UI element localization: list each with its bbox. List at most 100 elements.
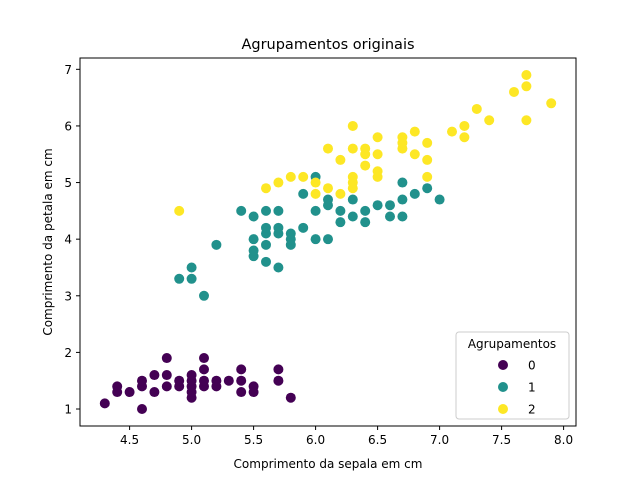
data-point: [335, 217, 346, 228]
data-point: [248, 245, 259, 256]
data-point: [347, 194, 358, 205]
data-point: [422, 137, 433, 148]
data-point: [422, 183, 433, 194]
legend-marker: [498, 404, 508, 414]
data-point: [521, 69, 532, 80]
data-point: [310, 205, 321, 216]
data-point: [459, 132, 470, 143]
y-tick-label: 1: [64, 403, 72, 417]
y-tick-label: 2: [64, 346, 72, 360]
data-point: [484, 115, 495, 126]
data-point: [298, 222, 309, 233]
y-tick-label: 6: [64, 119, 72, 133]
data-point: [372, 166, 383, 177]
data-point: [397, 211, 408, 222]
data-point: [174, 375, 185, 386]
legend-items: 0 1 2: [498, 359, 536, 417]
data-point: [521, 115, 532, 126]
data-point: [211, 375, 222, 386]
data-point: [137, 375, 147, 386]
data-point: [149, 387, 160, 398]
data-point: [397, 177, 408, 188]
data-point: [285, 171, 296, 182]
data-point: [161, 381, 172, 392]
data-point: [397, 132, 408, 143]
data-point: [372, 132, 383, 143]
data-point: [323, 143, 333, 154]
data-point: [434, 194, 445, 205]
data-point: [261, 205, 271, 216]
x-tick-label: 6.0: [306, 433, 325, 447]
data-point: [248, 234, 259, 245]
data-point: [236, 375, 247, 386]
legend-label: 0: [528, 359, 536, 373]
data-point: [509, 86, 519, 97]
data-point: [335, 154, 346, 165]
data-point: [347, 143, 358, 154]
data-point: [261, 239, 271, 250]
data-point: [199, 290, 209, 301]
plot-frame: [79, 57, 577, 427]
data-point: [471, 103, 482, 114]
data-point: [248, 381, 259, 392]
legend-title: Agrupamentos: [468, 337, 556, 351]
data-point: [236, 205, 247, 216]
data-point: [459, 120, 470, 131]
data-point: [124, 387, 135, 398]
data-point: [174, 205, 185, 216]
data-point: [149, 370, 160, 381]
plot-area: [99, 69, 557, 415]
data-point: [261, 183, 271, 194]
data-point: [310, 177, 321, 188]
data-point: [521, 81, 532, 92]
data-point: [447, 126, 457, 137]
legend-label: 1: [528, 381, 536, 395]
data-point: [347, 171, 358, 182]
x-tick-label: 5.5: [244, 433, 263, 447]
data-point: [360, 160, 371, 171]
y-axis: 1 2 3 4 5 6 7: [64, 63, 80, 417]
data-point: [273, 262, 284, 273]
data-point: [236, 387, 247, 398]
data-point: [397, 194, 408, 205]
x-tick-label: 7.0: [430, 433, 449, 447]
data-point: [409, 126, 420, 137]
data-point: [273, 177, 284, 188]
data-point: [285, 392, 296, 403]
y-tick-label: 4: [64, 233, 72, 247]
y-axis-label: Comprimento da petala em cm: [41, 148, 55, 335]
y-tick-label: 5: [64, 176, 72, 190]
data-point: [236, 364, 247, 375]
data-point: [385, 211, 395, 222]
data-point: [360, 205, 371, 216]
data-point: [112, 381, 123, 392]
data-point: [298, 188, 309, 199]
data-point: [409, 149, 420, 160]
series-2-points: [174, 69, 557, 216]
data-point: [223, 375, 234, 386]
legend-marker: [498, 360, 508, 370]
legend-marker: [498, 382, 508, 392]
series-1-points: [174, 171, 445, 301]
chart-title: Agrupamentos originais: [241, 37, 414, 53]
data-point: [186, 273, 197, 284]
data-point: [248, 211, 259, 222]
data-point: [273, 364, 284, 375]
y-tick-label: 3: [64, 289, 72, 303]
series-0-points: [99, 353, 296, 415]
data-point: [298, 171, 309, 182]
data-point: [323, 194, 333, 205]
x-tick-label: 4.5: [120, 433, 139, 447]
data-point: [211, 239, 222, 250]
x-axis-label: Comprimento da sepala em cm: [234, 457, 423, 471]
data-point: [385, 200, 395, 211]
x-tick-label: 7.5: [492, 433, 511, 447]
data-point: [360, 217, 371, 228]
data-point: [422, 154, 433, 165]
x-tick-label: 6.5: [368, 433, 387, 447]
legend: Agrupamentos 0 1 2: [455, 331, 570, 420]
x-axis: 4.5 5.0 5.5 6.0 6.5 7.0 7.5 8.0: [120, 426, 573, 447]
data-point: [186, 262, 197, 273]
legend-box: [455, 331, 570, 420]
